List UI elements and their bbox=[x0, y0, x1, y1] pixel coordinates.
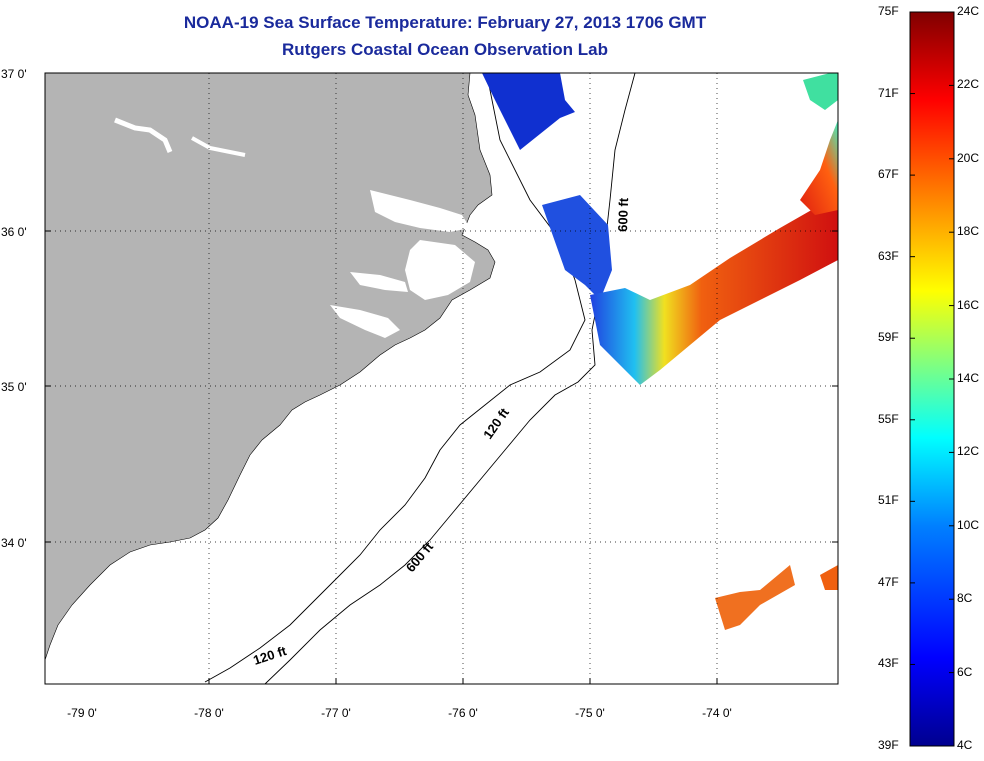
sst-patch-se2 bbox=[820, 565, 838, 590]
colorbar-f-label: 75F bbox=[878, 4, 899, 18]
colorbar-c-label: 4C bbox=[957, 738, 973, 752]
lon-label-78: -78 0' bbox=[194, 706, 224, 720]
lon-grid bbox=[208, 73, 718, 684]
colorbar-c-label: 22C bbox=[957, 77, 980, 92]
gaston-lake bbox=[191, 136, 246, 157]
map-subtitle: Rutgers Coastal Ocean Observation Lab bbox=[282, 40, 608, 59]
colorbar-c-label: 16C bbox=[957, 297, 980, 312]
colorbar-f-label: 47F bbox=[878, 574, 899, 589]
sst-warm-north bbox=[800, 120, 838, 215]
colorbar-ticks bbox=[910, 11, 954, 747]
neuse-river bbox=[330, 305, 400, 338]
lon-label-77: -77 0' bbox=[321, 706, 351, 720]
land-mass bbox=[45, 73, 496, 661]
sst-cool-patch-ne bbox=[803, 73, 838, 110]
lon-label-79: -79 0' bbox=[67, 706, 97, 720]
tick-marks bbox=[45, 72, 838, 684]
contour-600ft bbox=[264, 73, 636, 684]
colorbar-f-label: 51F bbox=[878, 493, 899, 508]
colorbar-c-label: 8C bbox=[957, 591, 973, 606]
colorbar-f-label: 39F bbox=[878, 738, 899, 752]
pamlico-sound bbox=[405, 240, 475, 300]
kerr-lake bbox=[114, 117, 173, 153]
lon-label-75: -75 0' bbox=[575, 706, 605, 720]
sst-cold-strip bbox=[542, 195, 612, 300]
colorbar-f-label: 43F bbox=[878, 656, 899, 671]
colorbar-c-label: 10C bbox=[957, 517, 980, 532]
lon-label-76: -76 0' bbox=[448, 706, 478, 720]
colorbar-c-label: 14C bbox=[957, 371, 980, 385]
colorbar-f-label: 67F bbox=[878, 167, 899, 182]
contour-label-600-north: 600 ft bbox=[615, 197, 631, 232]
colorbar-f-label: 55F bbox=[878, 411, 899, 426]
sst-cold-north bbox=[482, 73, 575, 150]
map-title: NOAA-19 Sea Surface Temperature: Februar… bbox=[183, 13, 707, 32]
map-border bbox=[44, 72, 839, 685]
sst-front-warm bbox=[590, 195, 838, 385]
lat-label-35: 35 0' bbox=[1, 380, 27, 394]
lat-label-34: 34 0' bbox=[1, 536, 27, 550]
colorbar bbox=[909, 11, 955, 747]
lon-label-74: -74 0' bbox=[702, 706, 732, 720]
colorbar-f-label: 63F bbox=[878, 248, 899, 263]
albemarle-sound bbox=[370, 190, 470, 232]
lat-label-36: 36 0' bbox=[1, 225, 27, 239]
colorbar-c-label: 12C bbox=[957, 444, 980, 459]
lat-label-37: 37 0' bbox=[1, 67, 27, 81]
colorbar-c-label: 18C bbox=[957, 224, 980, 239]
colorbar-f-label: 59F bbox=[878, 330, 899, 345]
colorbar-f-label: 71F bbox=[878, 85, 899, 100]
colorbar-c-label: 24C bbox=[957, 4, 980, 18]
colorbar-c-label: 6C bbox=[957, 664, 973, 679]
pamlico-river bbox=[350, 272, 408, 292]
cape-lookout-inlet bbox=[280, 428, 292, 445]
sst-patch-se1 bbox=[715, 565, 795, 630]
lat-grid bbox=[45, 230, 838, 543]
colorbar-c-label: 20C bbox=[957, 150, 980, 165]
